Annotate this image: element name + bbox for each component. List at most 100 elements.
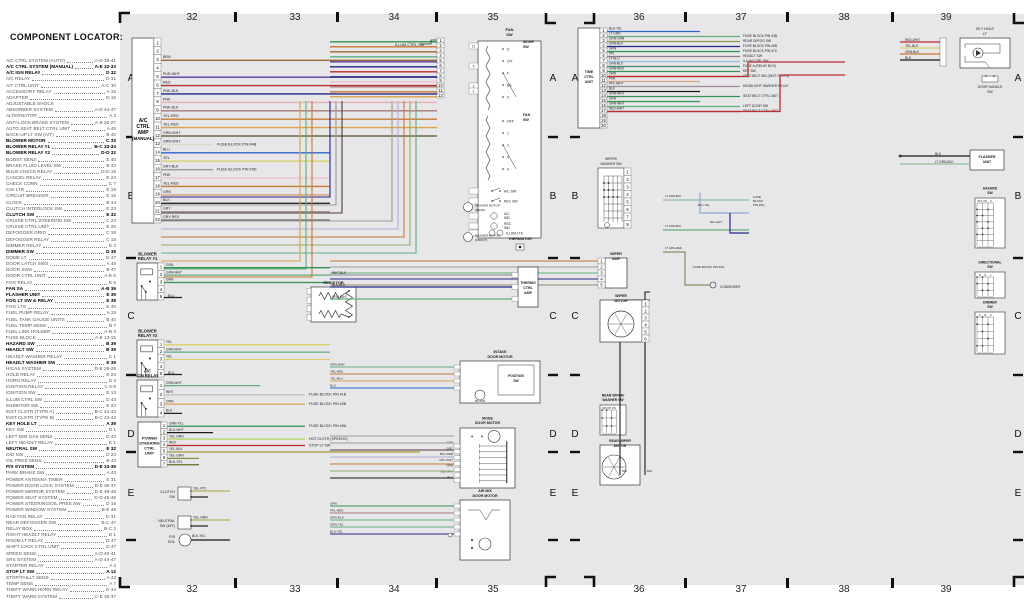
svg-text:SEAT BELT CTRL UNIT: SEAT BELT CTRL UNIT	[743, 94, 778, 98]
svg-text:BRN: BRN	[163, 55, 171, 59]
svg-text:SW: SW	[987, 90, 993, 94]
svg-text:PNK: PNK	[163, 173, 171, 177]
svg-text:GRN-YEL: GRN-YEL	[330, 523, 344, 527]
svg-text:34: 34	[388, 12, 400, 23]
svg-text:E: E	[128, 488, 135, 499]
svg-text:34: 34	[388, 584, 400, 595]
svg-text:DOOR HANDLE: DOOR HANDLE	[978, 85, 1004, 89]
svg-text:FUSE BLOCK PIN #1B: FUSE BLOCK PIN #1B	[309, 393, 347, 397]
svg-text:BLU: BLU	[163, 148, 170, 152]
svg-text:CTRL: CTRL	[584, 75, 594, 79]
svg-text:ORN: ORN	[166, 399, 174, 403]
svg-text:C: C	[571, 311, 578, 322]
svg-text:UNIT: UNIT	[585, 80, 594, 84]
svg-text:PPL-WHT: PPL-WHT	[609, 82, 623, 86]
svg-text:FUSE BLOCK PIN #3D: FUSE BLOCK PIN #3D	[217, 168, 257, 172]
svg-text:SOL: SOL	[168, 540, 175, 544]
svg-text:FUSE BLOCK PIN #6B: FUSE BLOCK PIN #6B	[743, 44, 778, 48]
svg-text:A: A	[572, 73, 579, 84]
svg-text:LT GRN: LT GRN	[609, 32, 621, 36]
svg-text:LT GRN-BLK: LT GRN-BLK	[665, 224, 681, 228]
svg-text:PUR-WHT: PUR-WHT	[163, 72, 181, 76]
svg-text:YEL-BLK: YEL-BLK	[169, 447, 183, 451]
svg-text:KEY HOLE: KEY HOLE	[976, 27, 995, 31]
svg-text:11: 11	[472, 45, 476, 49]
svg-text:ION RELAY: ION RELAY	[136, 373, 159, 378]
svg-text:YEL-BLU: YEL-BLU	[330, 377, 343, 381]
svg-text:GRN: GRN	[166, 278, 174, 282]
svg-text:35: 35	[487, 584, 499, 595]
svg-text:INTAKE: INTAKE	[493, 350, 507, 354]
svg-text:CONDENSER: CONDENSER	[720, 285, 741, 289]
svg-text:37: 37	[735, 584, 747, 595]
svg-text:PPL-WHT: PPL-WHT	[440, 458, 454, 462]
svg-text:GRN: GRN	[166, 263, 174, 267]
svg-text:YEL-RED: YEL-RED	[163, 181, 179, 185]
svg-text:RED-WHT: RED-WHT	[609, 107, 624, 111]
svg-text:SW: SW	[987, 265, 993, 269]
svg-text:GRN-WHT: GRN-WHT	[163, 139, 181, 143]
svg-text:HOT CLSTR (SPEEDO): HOT CLSTR (SPEEDO)	[309, 437, 348, 441]
svg-text:2: 2	[507, 143, 509, 147]
svg-text:AMP: AMP	[612, 257, 621, 261]
svg-text:(REAR): (REAR)	[475, 208, 485, 212]
svg-text:20: 20	[601, 123, 606, 128]
svg-text:THERMISTOR: THERMISTOR	[508, 237, 532, 241]
svg-text:BLU-YEL: BLU-YEL	[698, 203, 710, 207]
svg-text:20: 20	[155, 200, 160, 205]
svg-text:GRN-WHT: GRN-WHT	[163, 131, 181, 135]
svg-text:YEL: YEL	[166, 340, 172, 344]
svg-text:YEL-PPL: YEL-PPL	[193, 487, 207, 491]
svg-text:22: 22	[155, 217, 160, 222]
svg-text:BLK: BLK	[647, 469, 652, 473]
svg-text:2: 2	[473, 90, 475, 94]
svg-text:D: D	[549, 429, 556, 440]
svg-text:A/C SW: A/C SW	[504, 189, 517, 193]
svg-text:YEL-RED: YEL-RED	[163, 122, 179, 126]
svg-text:FUSE BLOCK PIN #3B: FUSE BLOCK PIN #3B	[309, 402, 347, 406]
svg-text:RED: RED	[169, 441, 177, 445]
svg-text:39: 39	[940, 584, 952, 595]
svg-text:WIPER/: WIPER/	[605, 157, 617, 161]
svg-text:FAN: FAN	[523, 113, 531, 117]
svg-text:13: 13	[155, 141, 160, 146]
svg-text:PNK-BLK: PNK-BLK	[163, 89, 179, 93]
svg-text:INT: INT	[607, 406, 612, 410]
svg-text:NEUTRAL: NEUTRAL	[158, 519, 175, 523]
svg-text:CTRL: CTRL	[523, 286, 533, 290]
svg-text:BLU-YEL: BLU-YEL	[330, 530, 343, 534]
svg-text:A: A	[979, 313, 981, 317]
svg-text:RELAY #1: RELAY #1	[138, 256, 158, 261]
svg-text:MOTOR: MOTOR	[614, 299, 628, 303]
svg-text:R: R	[979, 273, 981, 277]
svg-text:4: 4	[507, 167, 509, 171]
svg-text:18: 18	[155, 183, 160, 188]
svg-text:S: S	[990, 199, 992, 203]
svg-text:CLUTCH: CLUTCH	[160, 490, 175, 494]
svg-text:PNK: PNK	[609, 77, 616, 81]
svg-text:ON: ON	[612, 406, 616, 410]
svg-text:33: 33	[289, 584, 301, 595]
svg-text:1: 1	[507, 131, 509, 135]
svg-text:AMP: AMP	[524, 291, 533, 295]
svg-text:C: C	[127, 311, 134, 322]
svg-text:BLK: BLK	[166, 409, 173, 413]
svg-text:BLK: BLK	[163, 198, 170, 202]
svg-text:37: 37	[735, 12, 747, 23]
svg-text:C: C	[1014, 311, 1021, 322]
svg-text:B: B	[984, 313, 986, 317]
svg-text:PPL: PPL	[609, 52, 615, 56]
svg-text:32: 32	[186, 12, 198, 23]
svg-text:OFF: OFF	[977, 199, 983, 203]
svg-text:BLK-WHT: BLK-WHT	[169, 428, 184, 432]
svg-text:B: B	[1015, 191, 1022, 202]
svg-text:38: 38	[838, 584, 850, 595]
svg-text:GRN-WHT: GRN-WHT	[166, 270, 182, 274]
svg-text:GRY-BLK: GRY-BLK	[163, 165, 179, 169]
svg-text:BLK: BLK	[447, 475, 453, 479]
svg-text:(MANUAL): (MANUAL)	[132, 136, 154, 141]
svg-text:GRN: GRN	[163, 190, 171, 194]
svg-text:GRY: GRY	[163, 207, 171, 211]
svg-text:ON: ON	[983, 199, 987, 203]
svg-text:9: 9	[473, 65, 475, 69]
